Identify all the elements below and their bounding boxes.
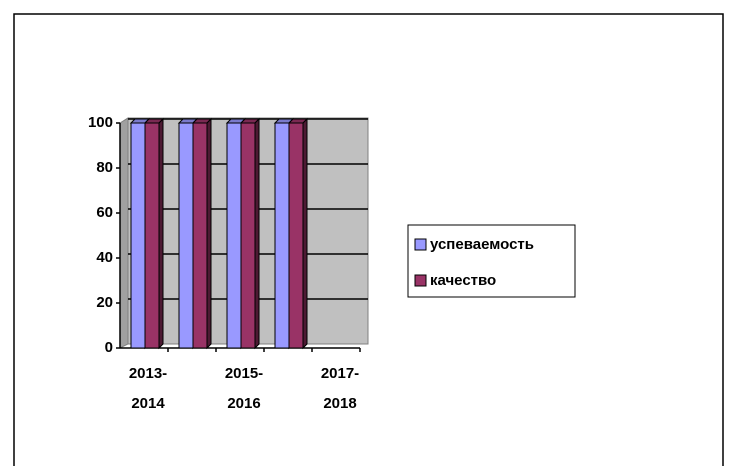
y-tick-label: 40 bbox=[96, 249, 113, 266]
y-tick-label: 100 bbox=[88, 114, 113, 131]
bar-side bbox=[206, 117, 212, 350]
legend: успеваемость качество bbox=[407, 224, 576, 298]
y-tick-label: 80 bbox=[96, 159, 113, 176]
bar bbox=[178, 122, 194, 349]
x-tick-label: 2017-2018 bbox=[321, 365, 359, 412]
frame bbox=[13, 13, 724, 466]
bar-side bbox=[158, 117, 164, 350]
bar bbox=[144, 122, 160, 349]
bar bbox=[240, 122, 256, 349]
legend-swatch bbox=[414, 274, 427, 287]
bar bbox=[274, 122, 290, 349]
legend-swatch bbox=[414, 238, 427, 251]
y-tick-label: 0 bbox=[105, 339, 113, 356]
bar-side bbox=[302, 117, 308, 350]
x-tick-label: 2015-2016 bbox=[225, 365, 263, 412]
bar bbox=[288, 122, 304, 349]
legend-label: качество bbox=[430, 272, 496, 289]
bar-side bbox=[254, 117, 260, 350]
legend-box bbox=[407, 224, 576, 298]
bar bbox=[226, 122, 242, 349]
legend-label: успеваемость bbox=[430, 236, 534, 253]
side-wall bbox=[119, 117, 129, 349]
bar bbox=[192, 122, 208, 349]
y-tick-label: 20 bbox=[96, 294, 113, 311]
y-tick-label: 60 bbox=[96, 204, 113, 221]
x-tick-label: 2013-2014 bbox=[129, 365, 167, 412]
bar bbox=[130, 122, 146, 349]
